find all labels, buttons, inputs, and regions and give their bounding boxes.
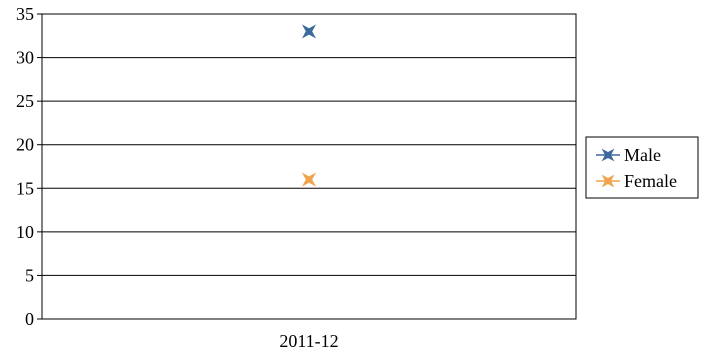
legend-label-male: Male <box>624 145 661 165</box>
y-tick-label-10: 10 <box>16 222 34 242</box>
y-tick-label-35: 35 <box>16 4 34 24</box>
legend-marker-female <box>601 174 615 188</box>
y-tick-label-15: 15 <box>16 178 34 198</box>
data-point-female-0 <box>301 172 317 187</box>
gridlines <box>37 13 576 320</box>
y-tick-label-5: 5 <box>25 265 34 285</box>
data-point-male-0 <box>301 24 317 39</box>
x-axis-tick-labels: 2011-12 <box>279 331 338 349</box>
y-tick-label-30: 30 <box>16 48 34 68</box>
x-tick-label-0: 2011-12 <box>279 331 338 349</box>
data-points <box>301 24 317 187</box>
legend: Male Female <box>585 136 699 199</box>
y-tick-label-20: 20 <box>16 135 34 155</box>
legend-marker-male <box>601 148 615 162</box>
y-tick-label-25: 25 <box>16 91 34 111</box>
plot-area <box>41 13 577 320</box>
legend-label-female: Female <box>624 171 677 191</box>
legend-box <box>585 136 699 199</box>
y-axis-tick-labels: 0 5 10 15 20 25 30 35 <box>16 4 34 329</box>
y-tick-label-0: 0 <box>25 309 34 329</box>
